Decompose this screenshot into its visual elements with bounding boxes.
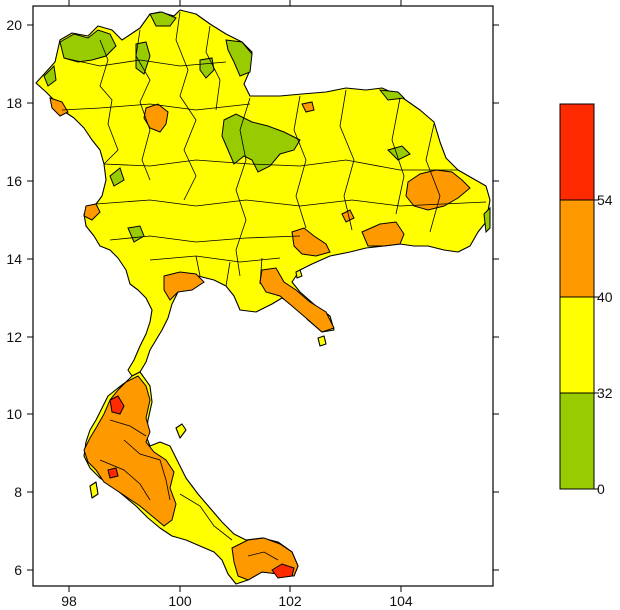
y-tick-label: 18 bbox=[6, 95, 22, 111]
legend-swatch-32-40 bbox=[559, 296, 595, 394]
green-patch bbox=[43, 64, 57, 87]
orange-zone bbox=[361, 221, 405, 247]
orange-zone bbox=[163, 271, 205, 301]
orange-zone bbox=[259, 267, 335, 333]
y-tick-label: 8 bbox=[14, 484, 22, 500]
orange-zone bbox=[49, 97, 69, 117]
axis-ticks bbox=[27, 0, 499, 592]
y-tick-label: 12 bbox=[6, 329, 22, 345]
green-patch bbox=[59, 29, 117, 63]
island bbox=[89, 481, 99, 499]
x-tick-label: 102 bbox=[278, 593, 302, 609]
orange-zone bbox=[83, 203, 101, 221]
green-patch bbox=[378, 89, 406, 101]
orange-zone bbox=[291, 227, 331, 257]
island bbox=[317, 335, 327, 347]
y-tick-label: 20 bbox=[6, 17, 22, 33]
x-tick-label: 104 bbox=[389, 593, 413, 609]
orange-zone bbox=[83, 375, 177, 527]
x-tick-label: 98 bbox=[61, 593, 77, 609]
y-tick-label: 16 bbox=[6, 173, 22, 189]
zone-below-32 bbox=[43, 11, 491, 243]
color-legend: 54 40 32 0 bbox=[559, 103, 613, 497]
y-tick-label: 10 bbox=[6, 406, 22, 422]
x-tick-label: 100 bbox=[168, 593, 192, 609]
island bbox=[295, 269, 303, 279]
y-tick-label: 6 bbox=[14, 562, 22, 578]
island bbox=[175, 423, 187, 439]
legend-label: 32 bbox=[597, 385, 613, 401]
x-axis-labels: 98 100 102 104 bbox=[61, 593, 413, 609]
zone-40-54 bbox=[49, 97, 471, 581]
green-patch bbox=[387, 145, 411, 161]
legend-label: 54 bbox=[597, 192, 613, 208]
zone-above-54 bbox=[107, 395, 295, 579]
red-spot bbox=[109, 395, 125, 415]
legend-swatch-above-54 bbox=[559, 103, 595, 201]
legend-swatch-below-32 bbox=[559, 392, 595, 490]
province-boundaries bbox=[61, 11, 487, 561]
green-patch bbox=[109, 167, 125, 187]
red-spot bbox=[107, 467, 119, 479]
green-patch bbox=[135, 41, 151, 75]
red-spot bbox=[271, 563, 295, 579]
y-tick-label: 14 bbox=[6, 251, 22, 267]
green-patch bbox=[221, 113, 301, 173]
green-patch bbox=[127, 225, 145, 243]
green-patch bbox=[483, 206, 491, 234]
legend-label: 0 bbox=[597, 481, 605, 497]
green-patch bbox=[149, 11, 177, 27]
green-patch bbox=[225, 39, 253, 77]
y-axis-labels: 6 8 10 12 14 16 18 20 bbox=[6, 17, 22, 578]
legend-swatch-40-54 bbox=[559, 199, 595, 298]
orange-zone bbox=[301, 101, 315, 113]
legend-label: 40 bbox=[597, 289, 613, 305]
